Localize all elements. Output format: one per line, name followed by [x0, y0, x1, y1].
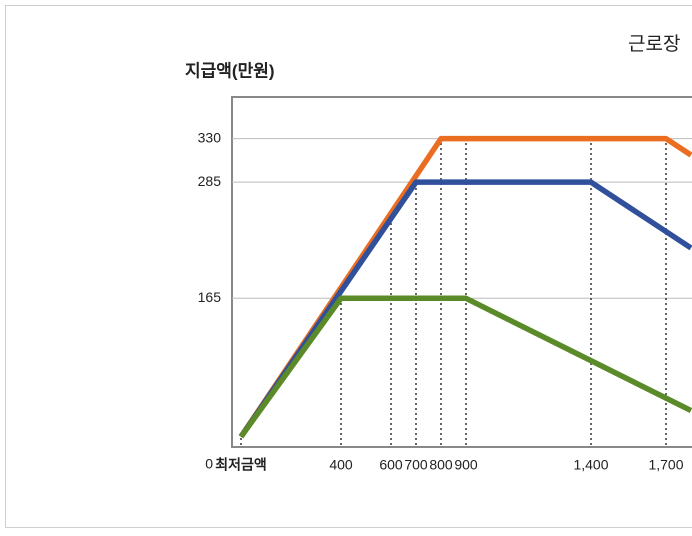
- y-axis-label: 지급액(만원): [185, 61, 275, 80]
- x-tick-label: 900: [454, 457, 478, 473]
- x-tick-label: 최저금액: [215, 457, 267, 473]
- x-tick-label: 600: [379, 457, 403, 473]
- x-tick-label: 800: [429, 457, 453, 473]
- y-tick-label: 285: [198, 173, 222, 189]
- y-tick-label: 165: [198, 289, 222, 305]
- y-tick-label: 0: [205, 456, 213, 472]
- x-tick-label: 400: [329, 457, 353, 473]
- series-line: [238, 179, 692, 439]
- x-tick-label: 1,400: [573, 457, 608, 473]
- x-tick-label: 1,700: [648, 457, 683, 473]
- frame: [5, 5, 692, 528]
- y-tick-label: 330: [198, 129, 222, 145]
- x-tick-label: 700: [404, 457, 428, 473]
- series-line: [238, 295, 692, 439]
- plot-frame: [231, 96, 692, 448]
- chart-title: 근로장: [628, 33, 680, 55]
